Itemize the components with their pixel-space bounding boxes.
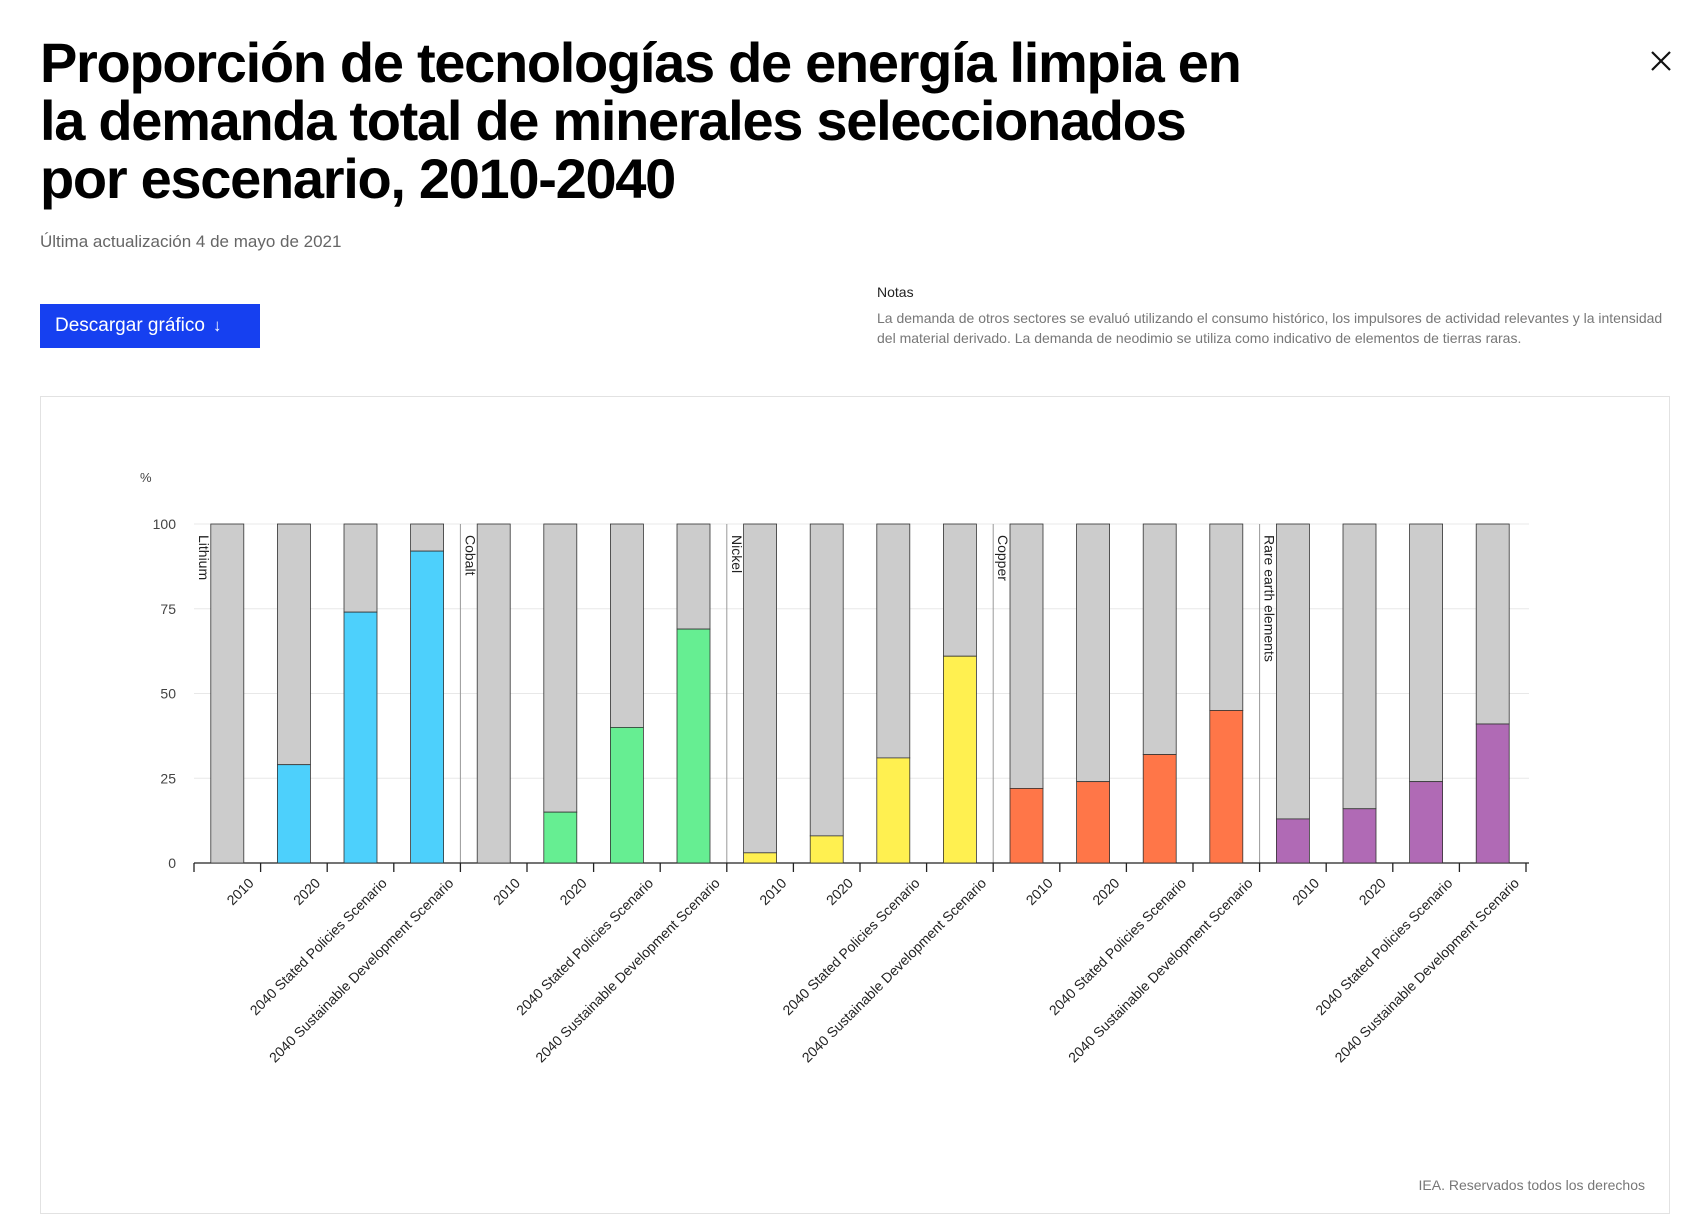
bar-share xyxy=(410,550,445,864)
bar-share xyxy=(1409,781,1443,864)
x-tick-label: 2020 xyxy=(823,875,856,908)
bar-remainder xyxy=(1276,523,1310,820)
group-label: Cobalt xyxy=(462,535,478,576)
bar-remainder xyxy=(1076,523,1110,783)
bar-remainder xyxy=(1342,523,1377,810)
page-title: Proporción de tecnologías de energía lim… xyxy=(40,31,1242,210)
x-tick-label: 2010 xyxy=(1289,875,1322,908)
x-tick-label: 2020 xyxy=(290,875,323,908)
bar-remainder xyxy=(610,523,644,728)
bar-remainder xyxy=(676,523,711,630)
group-label: Copper xyxy=(995,535,1011,581)
x-tick-label: 2040 Stated Policies Scenario xyxy=(1046,875,1190,1019)
x-tick-label: 2040 Stated Policies Scenario xyxy=(247,875,391,1019)
x-tick-label: 2010 xyxy=(1023,875,1056,908)
bar-share xyxy=(876,757,911,864)
x-tick-label: 2010 xyxy=(756,875,789,908)
x-tick-label: 2040 Stated Policies Scenario xyxy=(513,875,657,1019)
bar-remainder xyxy=(943,523,977,657)
group-label: Lithium xyxy=(196,535,212,580)
notes-title: Notas xyxy=(877,284,914,300)
bar-remainder xyxy=(876,523,911,759)
bar-remainder xyxy=(743,523,777,854)
close-button[interactable] xyxy=(1644,44,1678,78)
bar-share xyxy=(343,611,378,864)
y-axis-label: % xyxy=(140,470,152,485)
download-label: Descargar gráfico xyxy=(55,315,205,336)
bar-remainder xyxy=(210,523,245,864)
bar-share xyxy=(543,811,578,864)
copyright: IEA. Reservados todos los derechos xyxy=(1418,1177,1645,1193)
group-label: Nickel xyxy=(729,535,745,573)
bar-share xyxy=(1475,723,1510,864)
y-tick-label: 25 xyxy=(160,770,176,786)
bar-share xyxy=(943,655,977,864)
bar-share xyxy=(1276,818,1310,864)
x-tick-label: 2020 xyxy=(556,875,589,908)
y-tick-label: 100 xyxy=(153,516,177,532)
bar-remainder xyxy=(1475,523,1510,725)
bar-share xyxy=(743,852,777,864)
chart-panel: 0 25 50 75 100% Lithium 2010 2020 2040 Stated Po… xyxy=(40,396,1670,1214)
bar-remainder xyxy=(410,523,445,552)
bar-share xyxy=(610,726,644,864)
x-tick-label: 2010 xyxy=(223,875,256,908)
x-tick-label: 2040 Stated Policies Scenario xyxy=(779,875,923,1019)
last-updated: Última actualización 4 de mayo de 2021 xyxy=(40,232,342,251)
notes-text: La demanda de otros sectores se evaluó u… xyxy=(877,310,1663,346)
bar-remainder xyxy=(476,523,511,864)
y-tick-label: 0 xyxy=(168,855,176,871)
bar-share xyxy=(1142,754,1177,864)
notes: Notas La demanda de otros sectores se ev… xyxy=(877,284,1667,348)
x-tick-label: 2020 xyxy=(1089,875,1122,908)
bar-remainder xyxy=(276,523,311,766)
bar-remainder xyxy=(343,523,378,613)
bar-remainder xyxy=(1009,523,1044,789)
download-chart-button[interactable]: Descargar gráfico ↓ xyxy=(40,304,260,348)
bar-share xyxy=(1076,781,1110,864)
bar-share xyxy=(1342,808,1377,864)
x-tick-label: 2040 Stated Policies Scenario xyxy=(1312,875,1456,1019)
bar-share xyxy=(276,764,311,864)
y-tick-label: 50 xyxy=(160,686,176,702)
x-tick-label: 2020 xyxy=(1356,875,1389,908)
bar-remainder xyxy=(543,523,578,813)
bar-share xyxy=(1209,710,1244,864)
bar-share xyxy=(809,835,844,864)
download-arrow-icon: ↓ xyxy=(212,316,222,335)
bar-share xyxy=(1009,788,1044,864)
close-icon xyxy=(1651,51,1671,71)
bar-share xyxy=(676,628,711,864)
group-label: Rare earth elements xyxy=(1262,535,1278,662)
bar-remainder xyxy=(1209,523,1244,711)
bar-remainder xyxy=(1409,523,1443,783)
x-tick-label: 2010 xyxy=(490,875,523,908)
bar-remainder xyxy=(1142,523,1177,755)
bar-remainder xyxy=(809,523,844,837)
y-tick-label: 75 xyxy=(160,601,176,617)
